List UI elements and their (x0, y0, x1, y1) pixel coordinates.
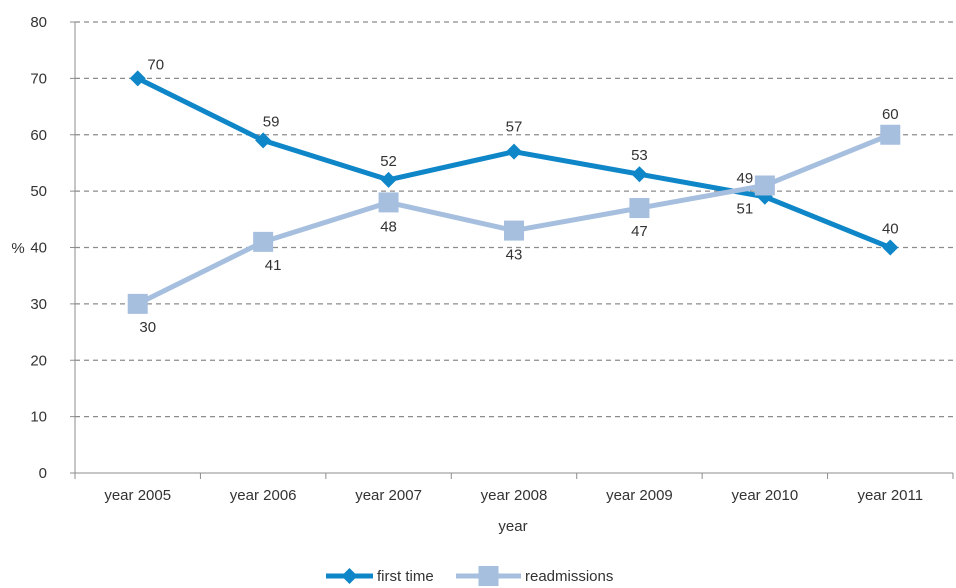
y-tick-label: 10 (30, 409, 47, 426)
x-tick-label: year 2007 (355, 487, 422, 504)
legend-swatch-marker (341, 568, 358, 584)
y-tick-label: 40 (30, 240, 47, 257)
data-point (378, 192, 399, 213)
data-label: 47 (631, 223, 648, 240)
series-first-time (129, 70, 899, 256)
data-point (504, 220, 524, 241)
x-tick-label: year 2006 (230, 487, 297, 504)
data-label: 41 (265, 257, 282, 274)
legend-label: first time (377, 568, 434, 585)
gridlines (75, 21, 953, 418)
data-point (880, 124, 901, 145)
legend: first time readmissions (326, 566, 613, 586)
y-tick-label: 30 (30, 296, 47, 313)
data-point (631, 166, 648, 183)
y-axis-title: % (11, 240, 24, 257)
data-label: 48 (380, 218, 397, 235)
data-label: 49 (737, 170, 754, 187)
data-point (127, 293, 148, 314)
legend-label: readmissions (525, 568, 613, 585)
data-point (380, 171, 397, 188)
data-label: 30 (139, 319, 156, 336)
data-point (754, 175, 775, 196)
data-label: 59 (263, 113, 280, 130)
data-label: 53 (631, 147, 648, 164)
series-lines (127, 70, 901, 314)
data-label: 70 (147, 56, 164, 73)
y-tick-label: 50 (30, 183, 47, 200)
data-label: 40 (882, 221, 899, 238)
data-point (882, 239, 899, 256)
x-tick-label: year 2009 (606, 487, 673, 504)
data-point (129, 70, 146, 87)
data-label: 43 (506, 247, 523, 264)
data-point (255, 132, 272, 149)
series-readmissions (127, 124, 901, 314)
y-tick-label: 0 (39, 465, 47, 482)
data-point (253, 231, 274, 252)
x-tick-label: year 2005 (104, 487, 171, 504)
y-tick-label: 70 (30, 70, 47, 87)
y-tick-label: 60 (30, 127, 47, 144)
x-tick-label: year 2011 (857, 487, 923, 504)
data-label: 57 (506, 119, 523, 136)
legend-item-readmissions: readmissions (456, 566, 613, 586)
data-point (629, 198, 650, 219)
x-tick-label: year 2010 (731, 487, 798, 504)
x-axis-title: year (498, 518, 527, 535)
axes: 0 10 20 30 40 50 60 70 80 year 2005 year 2006 year … (30, 14, 954, 504)
data-labels: 70 59 52 57 53 49 40 30 41 48 43 47 51 60 (139, 56, 898, 336)
legend-item-first-time: first time (326, 568, 434, 585)
data-point (506, 143, 522, 160)
x-tick-label: year 2008 (481, 487, 548, 504)
data-label: 60 (882, 106, 899, 123)
data-label: 51 (737, 200, 754, 217)
series-line (136, 132, 892, 307)
data-label: 52 (380, 153, 397, 170)
legend-swatch-marker (478, 566, 499, 586)
y-tick-label: 80 (30, 14, 47, 31)
y-tick-label: 20 (30, 352, 47, 369)
